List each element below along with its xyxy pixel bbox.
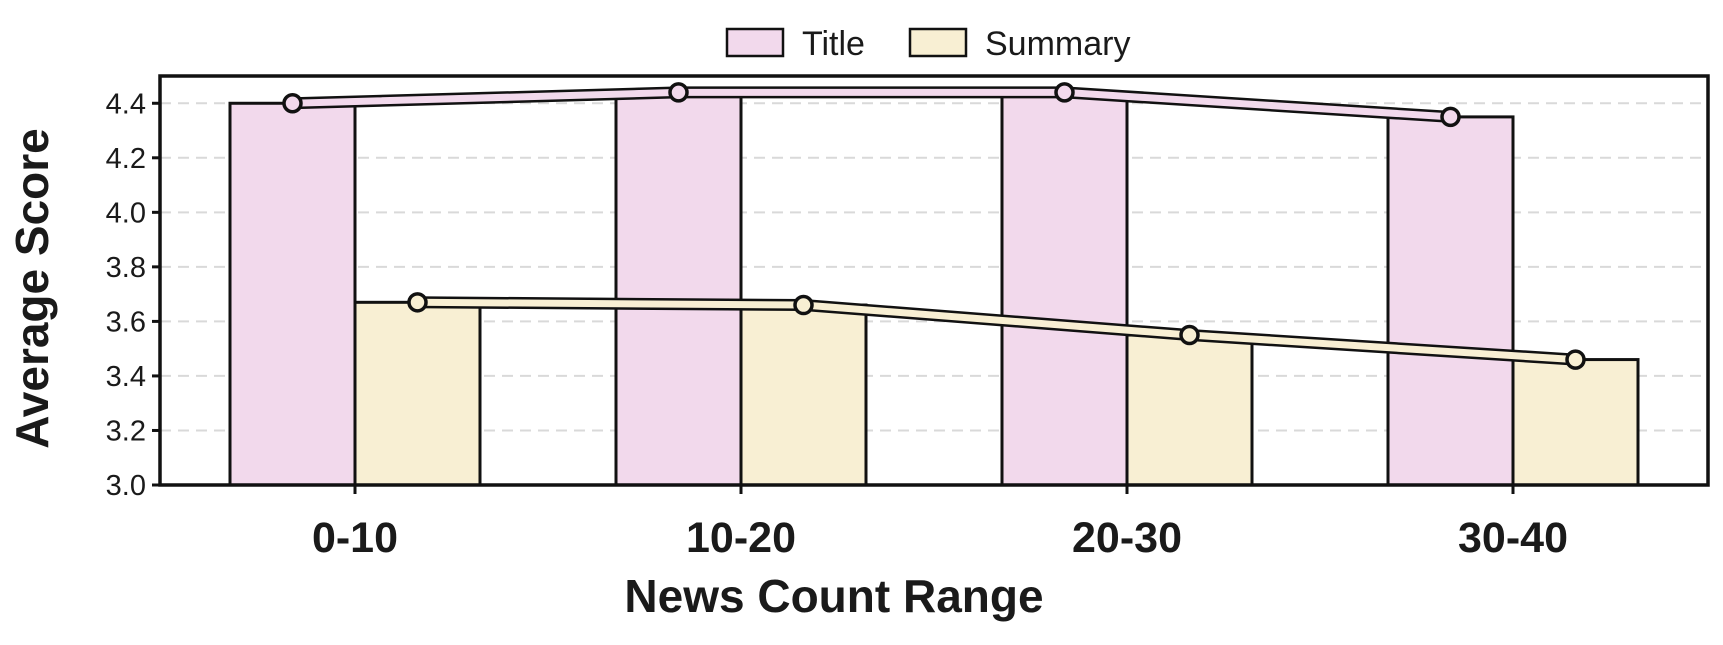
plot-frame: [158, 74, 1710, 487]
bar-title-20-30: [1000, 90, 1129, 487]
y-tick-label: 3.8: [106, 252, 146, 284]
trend-line-title: [289, 88, 1454, 121]
trend-line-summary: [414, 298, 1579, 364]
y-axis-label: Average Score: [6, 128, 58, 448]
trend-markers: [282, 82, 1586, 370]
legend: Title Summary: [725, 25, 1130, 63]
trend-lines: [286, 86, 1582, 366]
marker-title-20-30: [1054, 82, 1075, 103]
x-tick-label: 0-10: [312, 514, 398, 562]
bar-summary-10-20: [739, 303, 868, 487]
x-tick-label: 10-20: [686, 514, 796, 562]
marker-title-10-20: [668, 82, 689, 103]
bars: [228, 90, 1640, 487]
legend-swatch-title: [725, 27, 785, 58]
y-tick-label: 3.4: [106, 361, 146, 393]
x-axis-ticks: 0-10 10-20 20-30 30-40: [312, 485, 1568, 562]
x-axis-label: News Count Range: [624, 570, 1043, 622]
marker-summary-0-10: [407, 292, 428, 313]
y-axis-ticks: 3.0 3.2 3.4 3.6 3.8 4.0 4.2 4.4: [106, 88, 160, 502]
y-tick-label: 3.6: [106, 306, 146, 338]
x-tick-label: 20-30: [1072, 514, 1182, 562]
bar-title-0-10: [228, 101, 357, 487]
y-tick-label: 4.4: [106, 88, 146, 120]
legend-label-title: Title: [802, 25, 865, 63]
bar-summary-0-10: [353, 300, 482, 487]
marker-title-0-10: [282, 93, 303, 114]
y-tick-label: 4.2: [106, 143, 146, 175]
marker-summary-10-20: [793, 294, 814, 316]
bar-summary-30-40: [1511, 358, 1640, 487]
marker-title-30-40: [1440, 106, 1461, 128]
bar-title-30-40: [1386, 115, 1515, 487]
y-tick-label: 4.0: [106, 197, 146, 229]
y-tick-label: 3.0: [106, 470, 146, 502]
marker-summary-20-30: [1179, 324, 1200, 346]
legend-swatch-summary: [908, 27, 968, 58]
bar-title-10-20: [614, 90, 743, 487]
legend-label-summary: Summary: [985, 25, 1130, 63]
marker-summary-30-40: [1565, 349, 1586, 370]
x-tick-label: 30-40: [1458, 514, 1568, 562]
y-tick-label: 3.2: [106, 415, 146, 447]
bar-summary-20-30: [1125, 333, 1254, 487]
